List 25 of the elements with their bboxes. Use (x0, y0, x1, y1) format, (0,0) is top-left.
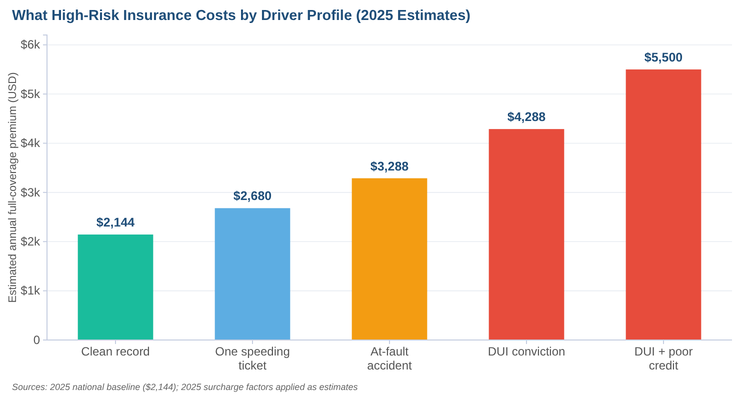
data-label: $4,288 (507, 110, 546, 124)
bar (626, 69, 702, 340)
x-tick-label: DUI + poor credit (634, 344, 693, 372)
y-tick-label: $1k (20, 284, 41, 298)
bar (488, 129, 564, 340)
y-tick-label: 0 (33, 332, 40, 347)
bar (214, 208, 290, 340)
x-tick-label: DUI conviction (488, 344, 566, 359)
data-label: $3,288 (370, 159, 409, 174)
y-tick-label: $4k (20, 136, 41, 150)
data-label: $5,500 (644, 50, 683, 64)
data-label: $2,144 (96, 216, 135, 230)
x-tick-label: Clean record (81, 344, 150, 359)
data-label: $2,680 (233, 189, 272, 204)
x-tick-label: At-fault accident (367, 344, 413, 372)
source-note: Sources: 2025 national baseline ($2,144); 2025 surcharge factors applied as estimates (12, 382, 358, 392)
bar (78, 234, 154, 340)
y-tick-label: $5k (20, 86, 41, 101)
y-axis-title: Estimated annual full-coverage premium (USD) (7, 72, 19, 303)
x-tick-label: One speeding ticket (215, 344, 290, 372)
y-tick-label: $6k (20, 38, 41, 52)
y-tick-label: $3k (20, 185, 41, 200)
bar (352, 178, 428, 340)
chart-title: What High-Risk Insurance Costs by Driver Profile (2025 Estimates) (12, 8, 471, 24)
y-tick-label: $2k (20, 234, 41, 248)
